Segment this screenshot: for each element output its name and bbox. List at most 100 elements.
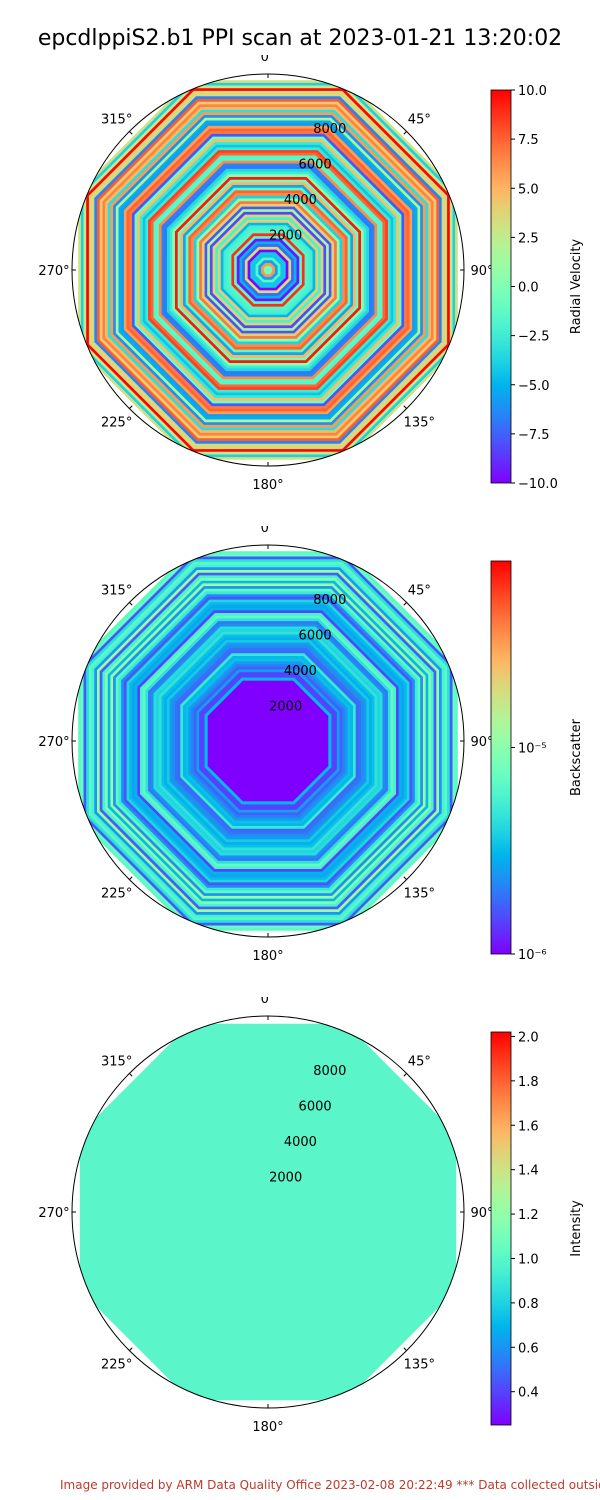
range-band [261,263,275,277]
range-band [134,607,402,875]
range-band [126,128,410,412]
range-band [201,674,335,808]
range-band [140,141,396,398]
range-band [188,190,348,350]
colorbar-tick-label: 0.6 [518,1341,539,1356]
range-band [191,664,345,818]
angle-label: 135° [404,1357,435,1372]
angle-label: 135° [404,886,435,901]
ppi-data-field [78,80,458,460]
range-band [185,658,351,824]
colorbar-label: Radial Velocity [569,239,584,335]
range-band [164,166,372,374]
range-band [226,228,310,312]
ppi-data-field [79,1023,457,1401]
range-band [142,615,394,867]
range-band [145,147,391,393]
inner-core [207,680,329,802]
range-band [105,578,431,904]
range-band [193,666,343,816]
radial-tick-label: 6000 [299,629,332,644]
colorbar-tick-label: 2.5 [518,231,539,246]
range-band [250,252,286,288]
angle-label: 135° [404,415,435,430]
range-band [123,125,413,415]
range-band [145,618,391,864]
range-band [166,168,370,372]
angle-label: 180° [252,949,283,964]
radial-velocity-polar-plot: 0° 45° 90° 135° 180° 225° 270° 315° 2000 4000 6000… [38,55,584,493]
range-band [148,150,388,390]
angle-tick [403,405,407,409]
range-band [123,596,413,886]
colorbar-tick-label: 0.4 [518,1386,539,1401]
colorbar-tick-label: 0.8 [518,1297,539,1312]
radial-tick-label: 4000 [284,193,317,208]
range-band [177,179,359,361]
range-band [129,602,407,880]
range-band [118,591,418,891]
range-band [142,144,394,396]
range-band [218,220,318,320]
figure-title: epcdlppiS2.b1 PPI scan at 2023-01-21 13:… [37,26,563,51]
range-band [263,265,273,275]
radial-tick-label: 8000 [313,593,346,608]
range-band [183,185,353,355]
range-band [94,96,442,444]
range-band [115,117,421,423]
range-band [172,174,364,366]
angle-label: 225° [101,415,132,430]
angle-label: 270° [38,264,69,279]
colorbar [490,560,512,955]
range-band [183,656,353,826]
range-band [175,176,361,363]
range-band [131,133,405,407]
angle-label: 180° [252,478,283,493]
angle-label: 90° [470,1206,493,1221]
colorbar-tick-label: 0.0 [518,281,539,296]
range-band [99,572,437,910]
colorbar [490,89,512,484]
range-band [121,123,415,417]
colorbar-tick-label: 10⁻⁶ [518,948,547,963]
colorbar-tick-label: −7.5 [518,428,550,443]
range-band [121,594,415,888]
radial-tick-label: 6000 [299,158,332,173]
range-band [126,599,410,883]
angle-label: 0° [261,526,276,536]
range-band [185,187,351,353]
angle-label: 315° [101,584,132,599]
range-band [105,107,431,433]
ppi-data-field [78,551,458,931]
colorbar-tick-label: 1.6 [518,1119,539,1134]
range-band [177,650,359,832]
angle-label: 225° [101,1357,132,1372]
range-band [110,112,426,428]
angle-tick [403,876,407,880]
range-band [209,211,327,329]
angle-tick [403,131,407,135]
range-band [166,639,370,843]
angle-label: 180° [252,1420,283,1435]
radial-tick-label: 8000 [313,1064,346,1079]
range-band [134,136,402,404]
range-band [96,569,439,912]
footer-note: Image provided by ARM Data Quality Offic… [60,1478,600,1492]
angle-tick [129,876,133,880]
range-band [161,634,375,848]
range-band [158,631,378,851]
range-band [94,567,442,915]
range-band [242,244,294,296]
colorbar-tick-label: 10.0 [518,84,547,99]
angle-tick [403,1347,407,1351]
range-band [88,561,448,921]
range-band [96,98,439,441]
range-band [220,222,316,318]
radial-tick-label: 4000 [284,1135,317,1150]
range-band [228,230,308,310]
range-band [169,642,367,840]
radial-tick-label: 4000 [284,664,317,679]
range-band [161,163,375,377]
range-band [137,139,399,401]
range-band [99,101,437,439]
